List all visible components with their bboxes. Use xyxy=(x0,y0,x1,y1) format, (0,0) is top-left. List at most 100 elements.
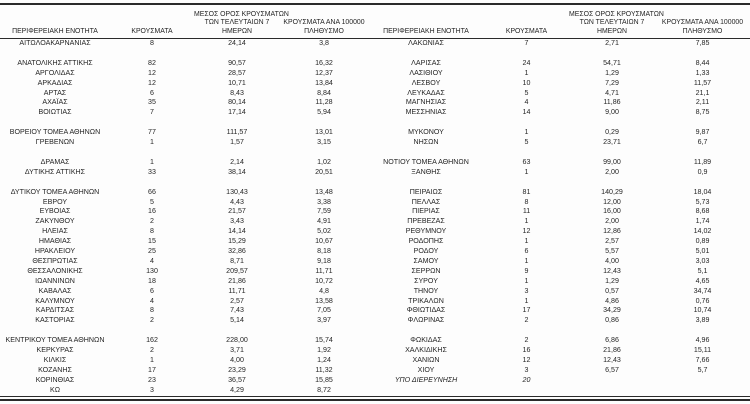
right-cases-cell: 5 xyxy=(524,88,529,97)
right-avg7-cell: 23,71 xyxy=(603,138,621,147)
right-cases-cell: 1 xyxy=(524,128,529,137)
right-per100k-cell: 15,11 xyxy=(693,346,712,355)
right-per100k-cell: 7,85 xyxy=(695,39,710,47)
right-per100k-cell: 10,74 xyxy=(693,306,712,315)
table-row: ΚΑΒΑΛΑΣ 6 11,71 4,8 ΤΗΝΟΥ 3 0,57 34,74 xyxy=(0,287,750,297)
left-cases-cell: 23 xyxy=(148,375,156,384)
table-row: ΗΡΑΚΛΕΙΟΥ 25 32,86 8,18 ΡΟΔΟΥ 6 5,57 5,01 xyxy=(0,247,750,257)
right-avg7-cell: 0,86 xyxy=(605,316,619,325)
right-per100k-cell: 5,1 xyxy=(697,266,708,275)
left-region-cell: ΚΟΖΑΝΗΣ xyxy=(38,365,72,374)
right-region-cell: ΧΑΝΙΩΝ xyxy=(412,356,440,364)
right-cases-cell: 2 xyxy=(524,336,529,345)
right-per100k-cell: 3,89 xyxy=(695,316,710,325)
table-row: ΚΑΡΔΙΤΣΑΣ 8 7,43 7,05 ΦΘΙΩΤΙΔΑΣ 17 34,29 10,74 xyxy=(0,306,750,316)
table-row: ΑΙΤΩΛΟΑΚΑΡΝΑΝΙΑΣ 8 24,14 3,8 ΛΑΚΩΝΙΑΣ 7 2,71 7,… xyxy=(0,39,750,49)
right-region-cell: ΦΛΩΡΙΝΑΣ xyxy=(407,316,445,325)
left-region-cell: ΗΡΑΚΛΕΙΟΥ xyxy=(34,247,76,256)
left-cases-cell: 8 xyxy=(150,227,154,236)
right-region-cell: ΦΘΙΩΤΙΔΑΣ xyxy=(406,306,446,315)
left-cases-cell: 35 xyxy=(148,98,156,107)
right-region-cell: ΛΑΣΙΘΙΟΥ xyxy=(409,68,443,77)
left-region-cell: ΑΧΑΪΑΣ xyxy=(42,98,68,107)
right-per100k-cell: 5,7 xyxy=(697,365,708,374)
left-region-cell: ΒΟΡΕΙΟΥ ΤΟΜΕΑ ΑΘΗΝΩΝ xyxy=(9,128,101,137)
left-region-cell: ΕΒΡΟΥ xyxy=(42,197,68,206)
left-avg7-cell: 28,57 xyxy=(228,68,246,77)
left-per100k-cell: 13,01 xyxy=(315,128,333,137)
table-row: ΚΑΣΤΟΡΙΑΣ 2 5,14 3,97 ΦΛΩΡΙΝΑΣ 2 0,86 3,89 xyxy=(0,316,750,326)
header-per100k-left-line2: ΠΛΗΘΥΣΜΟ xyxy=(304,27,344,35)
header-per100k-right-line2: ΠΛΗΘΥΣΜΟ xyxy=(682,27,723,35)
table-row: ΘΕΣΣΑΛΟΝΙΚΗΣ 130 209,57 11,71 ΣΕΡΡΩΝ 9 12,43 5,… xyxy=(0,267,750,277)
right-per100k-cell: 4,65 xyxy=(695,276,710,285)
header-region-left-label: ΠΕΡΙΦΕΡΕΙΑΚΗ ΕΝΟΤΗΤΑ xyxy=(12,27,98,35)
header-region-right: ΠΕΡΙΦΕΡΕΙΑΚΗ ΕΝΟΤΗΤΑ xyxy=(368,28,484,37)
left-cases-cell: 5 xyxy=(150,197,154,206)
left-per100k-cell: 3,8 xyxy=(319,39,329,47)
right-region-cell: ΛΕΣΒΟΥ xyxy=(411,78,441,87)
right-avg7-cell: 16,00 xyxy=(603,207,621,216)
left-region-cell: ΘΕΣΣΑΛΟΝΙΚΗΣ xyxy=(27,266,83,275)
table-row: ΓΡΕΒΕΝΩΝ 1 1,57 3,15 ΝΗΣΩΝ 5 23,71 6,7 xyxy=(0,138,750,148)
right-cases-cell: 12 xyxy=(522,356,531,364)
right-per100k-cell: 0,9 xyxy=(697,167,708,176)
left-avg7-cell: 14,14 xyxy=(228,227,246,236)
left-region-cell: ΚΕΝΤΡΙΚΟΥ ΤΟΜΕΑ ΑΘΗΝΩΝ xyxy=(5,336,105,345)
left-avg7-cell: 2,57 xyxy=(230,296,244,305)
table-row: ΒΟΡΕΙΟΥ ΤΟΜΕΑ ΑΘΗΝΩΝ 77 111,57 13,01 ΜΥΚΟΝΟΥ… xyxy=(0,128,750,138)
right-per100k-cell: 5,01 xyxy=(695,247,710,256)
left-avg7-cell: 1,57 xyxy=(230,138,244,147)
table-row xyxy=(0,178,750,188)
right-region-cell: ΠΕΙΡΑΙΩΣ xyxy=(409,187,443,196)
table-row: ΗΛΕΙΑΣ 8 14,14 5,02 ΡΕΘΥΜΝΟΥ 12 12,86 14,02 xyxy=(0,227,750,237)
table-row: ΕΥΒΟΙΑΣ 16 21,57 7,59 ΠΙΕΡΙΑΣ 11 16,00 8,68 xyxy=(0,207,750,217)
left-region-cell: ΗΛΕΙΑΣ xyxy=(42,227,68,236)
table-row: ΒΟΙΩΤΙΑΣ 7 17,14 5,94 ΜΕΣΣΗΝΙΑΣ 14 9,00 8,75 xyxy=(0,108,750,118)
left-per100k-cell: 15,85 xyxy=(315,375,333,384)
table-row: ΙΩΑΝΝΙΝΩΝ 18 21,86 10,72 ΣΥΡΟΥ 1 1,29 4,65 xyxy=(0,277,750,287)
right-avg7-cell: 6,86 xyxy=(605,336,619,345)
table-row xyxy=(0,49,750,59)
left-avg7-cell: 3,43 xyxy=(230,217,244,226)
table-body: ΑΙΤΩΛΟΑΚΑΡΝΑΝΙΑΣ 8 24,14 3,8 ΛΑΚΩΝΙΑΣ 7 2,71 7,… xyxy=(0,39,750,396)
header-cases-right: ΚΡΟΥΣΜΑΤΑ xyxy=(484,28,569,37)
left-cases-cell: 12 xyxy=(148,78,156,87)
right-region-cell: ΥΠΟ ΔΙΕΡΕΥΝΗΣΗ xyxy=(394,375,458,384)
left-avg7-cell: 21,57 xyxy=(228,207,246,216)
right-per100k-cell: 7,66 xyxy=(695,356,710,364)
right-cases-cell: 11 xyxy=(522,207,531,216)
header-avg7-right: ΜΕΣΟΣ ΟΡΟΣ ΚΡΟΥΣΜΑΤΩΝ ΤΩΝ ΤΕΛΕΥΤΑΙΩΝ 7 Η… xyxy=(569,11,664,37)
right-region-cell: ΣΥΡΟΥ xyxy=(414,276,438,285)
right-avg7-cell: 0,29 xyxy=(605,128,619,137)
right-per100k-cell: 0,76 xyxy=(695,296,710,305)
left-region-cell: ΖΑΚΥΝΘΟΥ xyxy=(35,217,75,226)
right-avg7-cell: 9,00 xyxy=(605,108,619,117)
right-avg7-cell: 2,57 xyxy=(605,237,619,246)
right-per100k-cell: 5,73 xyxy=(695,197,710,206)
right-avg7-cell: 34,29 xyxy=(603,306,621,315)
left-region-cell: ΑΝΑΤΟΛΙΚΗΣ ΑΤΤΙΚΗΣ xyxy=(17,58,93,67)
right-per100k-cell: 11,57 xyxy=(693,78,712,87)
left-per100k-cell: 16,32 xyxy=(315,58,333,67)
right-cases-cell: 8 xyxy=(524,197,529,206)
right-avg7-cell: 2,00 xyxy=(605,217,619,226)
right-region-cell: ΦΩΚΙΔΑΣ xyxy=(410,336,442,345)
left-per100k-cell: 1,92 xyxy=(317,346,331,355)
table-top-rule xyxy=(0,3,750,5)
left-per100k-cell: 13,58 xyxy=(315,296,333,305)
left-cases-cell: 15 xyxy=(148,237,156,246)
left-avg7-cell: 228,00 xyxy=(226,336,248,345)
left-avg7-cell: 4,43 xyxy=(230,197,244,206)
left-region-cell: ΒΟΙΩΤΙΑΣ xyxy=(38,108,72,117)
right-avg7-cell: 1,29 xyxy=(605,276,619,285)
left-region-cell: ΚΑΣΤΟΡΙΑΣ xyxy=(35,316,75,325)
left-per100k-cell: 9,18 xyxy=(317,256,331,265)
right-region-cell: ΞΑΝΘΗΣ xyxy=(411,167,441,176)
right-per100k-cell: 11,89 xyxy=(693,157,712,166)
left-avg7-cell: 8,43 xyxy=(230,88,244,97)
header-avg7-left-line2: ΤΩΝ ΤΕΛΕΥΤΑΙΩΝ 7 xyxy=(204,19,270,26)
left-cases-cell: 8 xyxy=(150,39,154,47)
right-avg7-cell: 5,57 xyxy=(605,247,619,256)
